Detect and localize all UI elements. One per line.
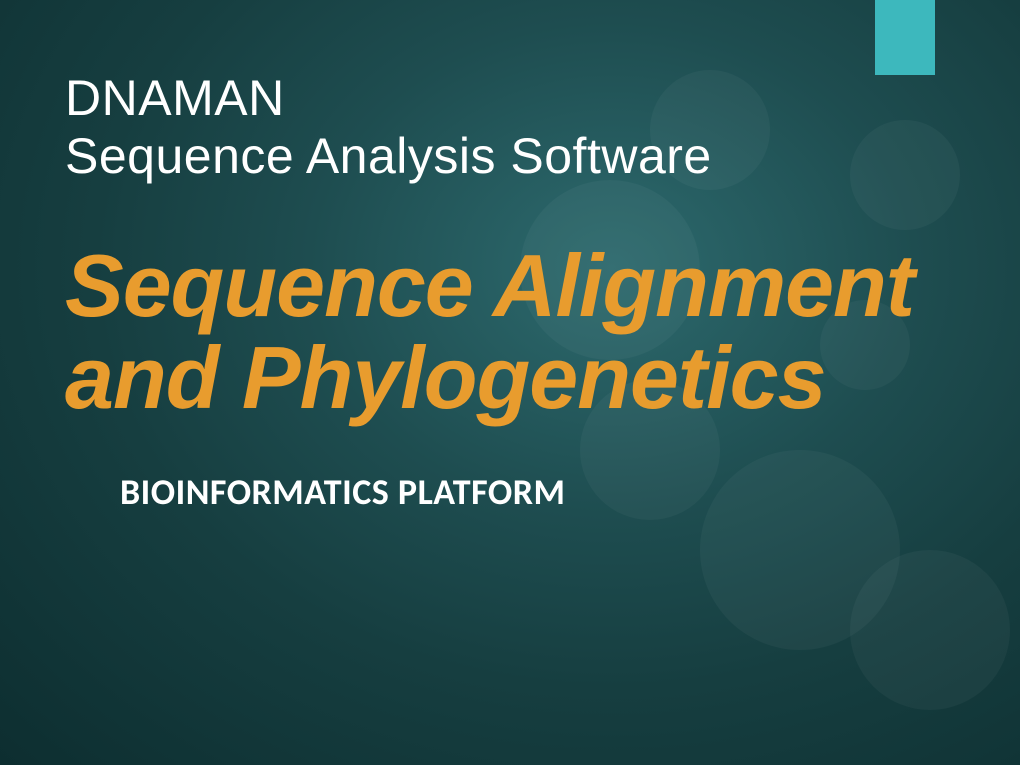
subtitle: BIOINFORMATICS PLATFORM [120, 470, 955, 514]
header-title: DNAMAN Sequence Analysis Software [65, 70, 955, 185]
header-line-1: DNAMAN [65, 70, 285, 126]
header-line-2: Sequence Analysis Software [65, 128, 712, 184]
accent-bar [875, 0, 935, 75]
main-title: Sequence Alignment and Phylogenetics [65, 240, 955, 425]
bokeh-decoration [850, 550, 1010, 710]
slide-content: DNAMAN Sequence Analysis Software Sequen… [65, 70, 955, 514]
slide-container: DNAMAN Sequence Analysis Software Sequen… [0, 0, 1020, 765]
